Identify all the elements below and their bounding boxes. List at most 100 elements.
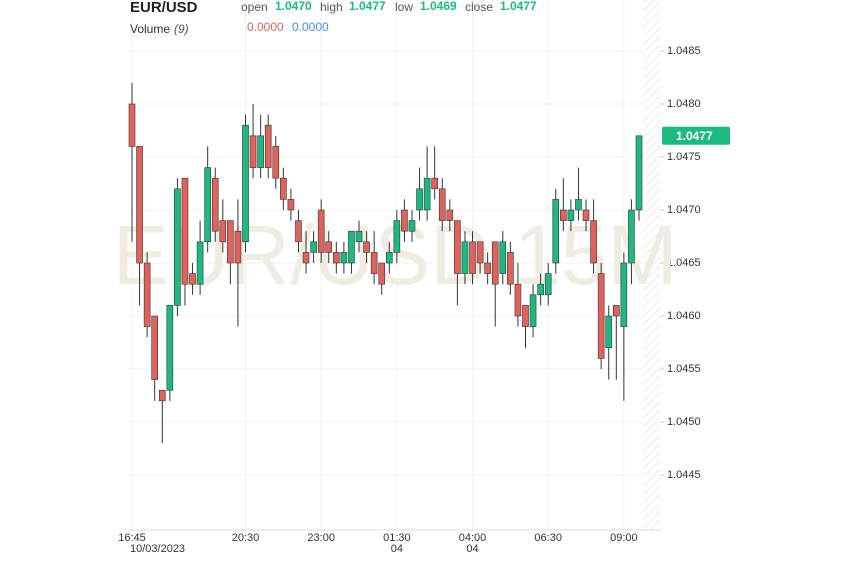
- candle-body: [355, 230, 363, 243]
- x-tick-label: 06:30: [534, 532, 562, 544]
- candle-body: [128, 103, 136, 147]
- candle-body: [196, 241, 204, 285]
- candle-body: [507, 252, 514, 285]
- candle-body: [567, 209, 575, 221]
- y-tick-label: 1.0480: [667, 98, 701, 110]
- x-date-label: 04: [466, 543, 478, 555]
- candle-body: [620, 262, 628, 327]
- candle-body: [423, 177, 431, 211]
- candle-body: [174, 188, 181, 306]
- candle-body: [264, 124, 272, 168]
- candle-body: [469, 241, 476, 274]
- candle-body: [151, 315, 159, 380]
- candle-body: [438, 188, 446, 221]
- x-tick-label: 23:00: [307, 532, 335, 544]
- candle-body: [310, 241, 317, 253]
- y-tick-label: 1.0465: [667, 257, 701, 269]
- candle-body: [408, 220, 416, 232]
- y-tick-label: 1.0470: [667, 204, 701, 216]
- candle-body: [514, 283, 522, 317]
- candle-body: [295, 220, 302, 243]
- y-tick-label: 1.0455: [667, 363, 701, 375]
- candle-body: [628, 209, 635, 264]
- candle-body: [211, 177, 219, 232]
- legend-key: open: [241, 0, 268, 14]
- candles: [128, 82, 643, 444]
- y-tick-label: 1.0460: [667, 310, 701, 322]
- candle-body: [189, 273, 196, 285]
- x-tick-label: 20:30: [232, 532, 260, 544]
- candle-body: [575, 199, 582, 211]
- candle-body: [348, 230, 355, 264]
- candle-body: [454, 220, 461, 274]
- candle-body: [461, 241, 469, 274]
- volume-param: (9): [174, 22, 189, 36]
- candle-body: [219, 220, 227, 243]
- candle-body: [537, 283, 544, 296]
- candle-body: [158, 389, 166, 402]
- candle-body: [257, 135, 264, 168]
- x-tick-label: 16:45: [118, 532, 146, 544]
- candle-body: [522, 305, 529, 327]
- candle-body: [234, 230, 242, 264]
- legend-key: low: [395, 0, 413, 14]
- candle-body: [635, 135, 643, 211]
- candle-body: [416, 188, 423, 211]
- candle-body: [612, 305, 620, 317]
- candle-body: [476, 241, 484, 264]
- candle-body: [552, 199, 560, 264]
- candle-body: [446, 209, 454, 221]
- candle-body: [560, 209, 567, 221]
- volume-label: Volume: [130, 22, 170, 36]
- legend-value: 1.0477: [349, 0, 386, 13]
- x-tick-label: 04:00: [459, 532, 487, 544]
- candle-body: [385, 252, 393, 264]
- candle-body: [166, 305, 174, 391]
- candle-body: [143, 262, 151, 327]
- candle-body: [590, 220, 597, 264]
- candle-body: [181, 177, 189, 285]
- legend-value: 1.0477: [500, 0, 537, 13]
- candle-body: [325, 241, 333, 253]
- x-tick-label: 09:00: [610, 532, 638, 544]
- symbol: EUR/USD: [130, 0, 198, 16]
- y-tick-label: 1.0475: [667, 151, 701, 163]
- candle-body: [204, 167, 211, 243]
- price-tag-label: 1.0477: [676, 129, 713, 143]
- candle-body: [227, 220, 234, 264]
- candle-body: [136, 146, 143, 264]
- candle-body: [363, 241, 370, 253]
- x-date-label: 10/03/2023: [130, 543, 185, 555]
- candle-body: [378, 262, 386, 285]
- y-tick-label: 1.0450: [667, 416, 701, 428]
- candle-body: [249, 135, 257, 168]
- candle-body: [605, 315, 613, 349]
- candle-body: [491, 241, 499, 285]
- candle-body: [499, 241, 507, 274]
- candle-body: [582, 209, 590, 221]
- header: EUR/USD Volume (9) open 1.0470 high 1.0477 l…: [130, 0, 537, 36]
- candle-body: [484, 262, 491, 274]
- candle-body: [340, 252, 348, 264]
- candle-body: [272, 146, 280, 179]
- candle-body: [597, 273, 605, 359]
- y-tick-label: 1.0445: [667, 469, 701, 481]
- volume-value: 0.0000: [292, 20, 329, 34]
- price-tag: [662, 126, 730, 145]
- legend-key: close: [465, 0, 493, 14]
- candle-body: [333, 252, 340, 264]
- x-date-label: 04: [391, 543, 403, 555]
- candle-body: [393, 220, 401, 253]
- scroll-area: [643, 0, 660, 530]
- candle-body: [370, 252, 378, 274]
- candle-body: [401, 209, 408, 232]
- legend-key: high: [320, 0, 343, 14]
- legend-value: 1.0470: [275, 0, 312, 13]
- candle-body: [287, 199, 295, 211]
- candle-body: [280, 177, 287, 200]
- candle-body: [317, 209, 325, 253]
- y-tick-label: 1.0485: [667, 45, 701, 57]
